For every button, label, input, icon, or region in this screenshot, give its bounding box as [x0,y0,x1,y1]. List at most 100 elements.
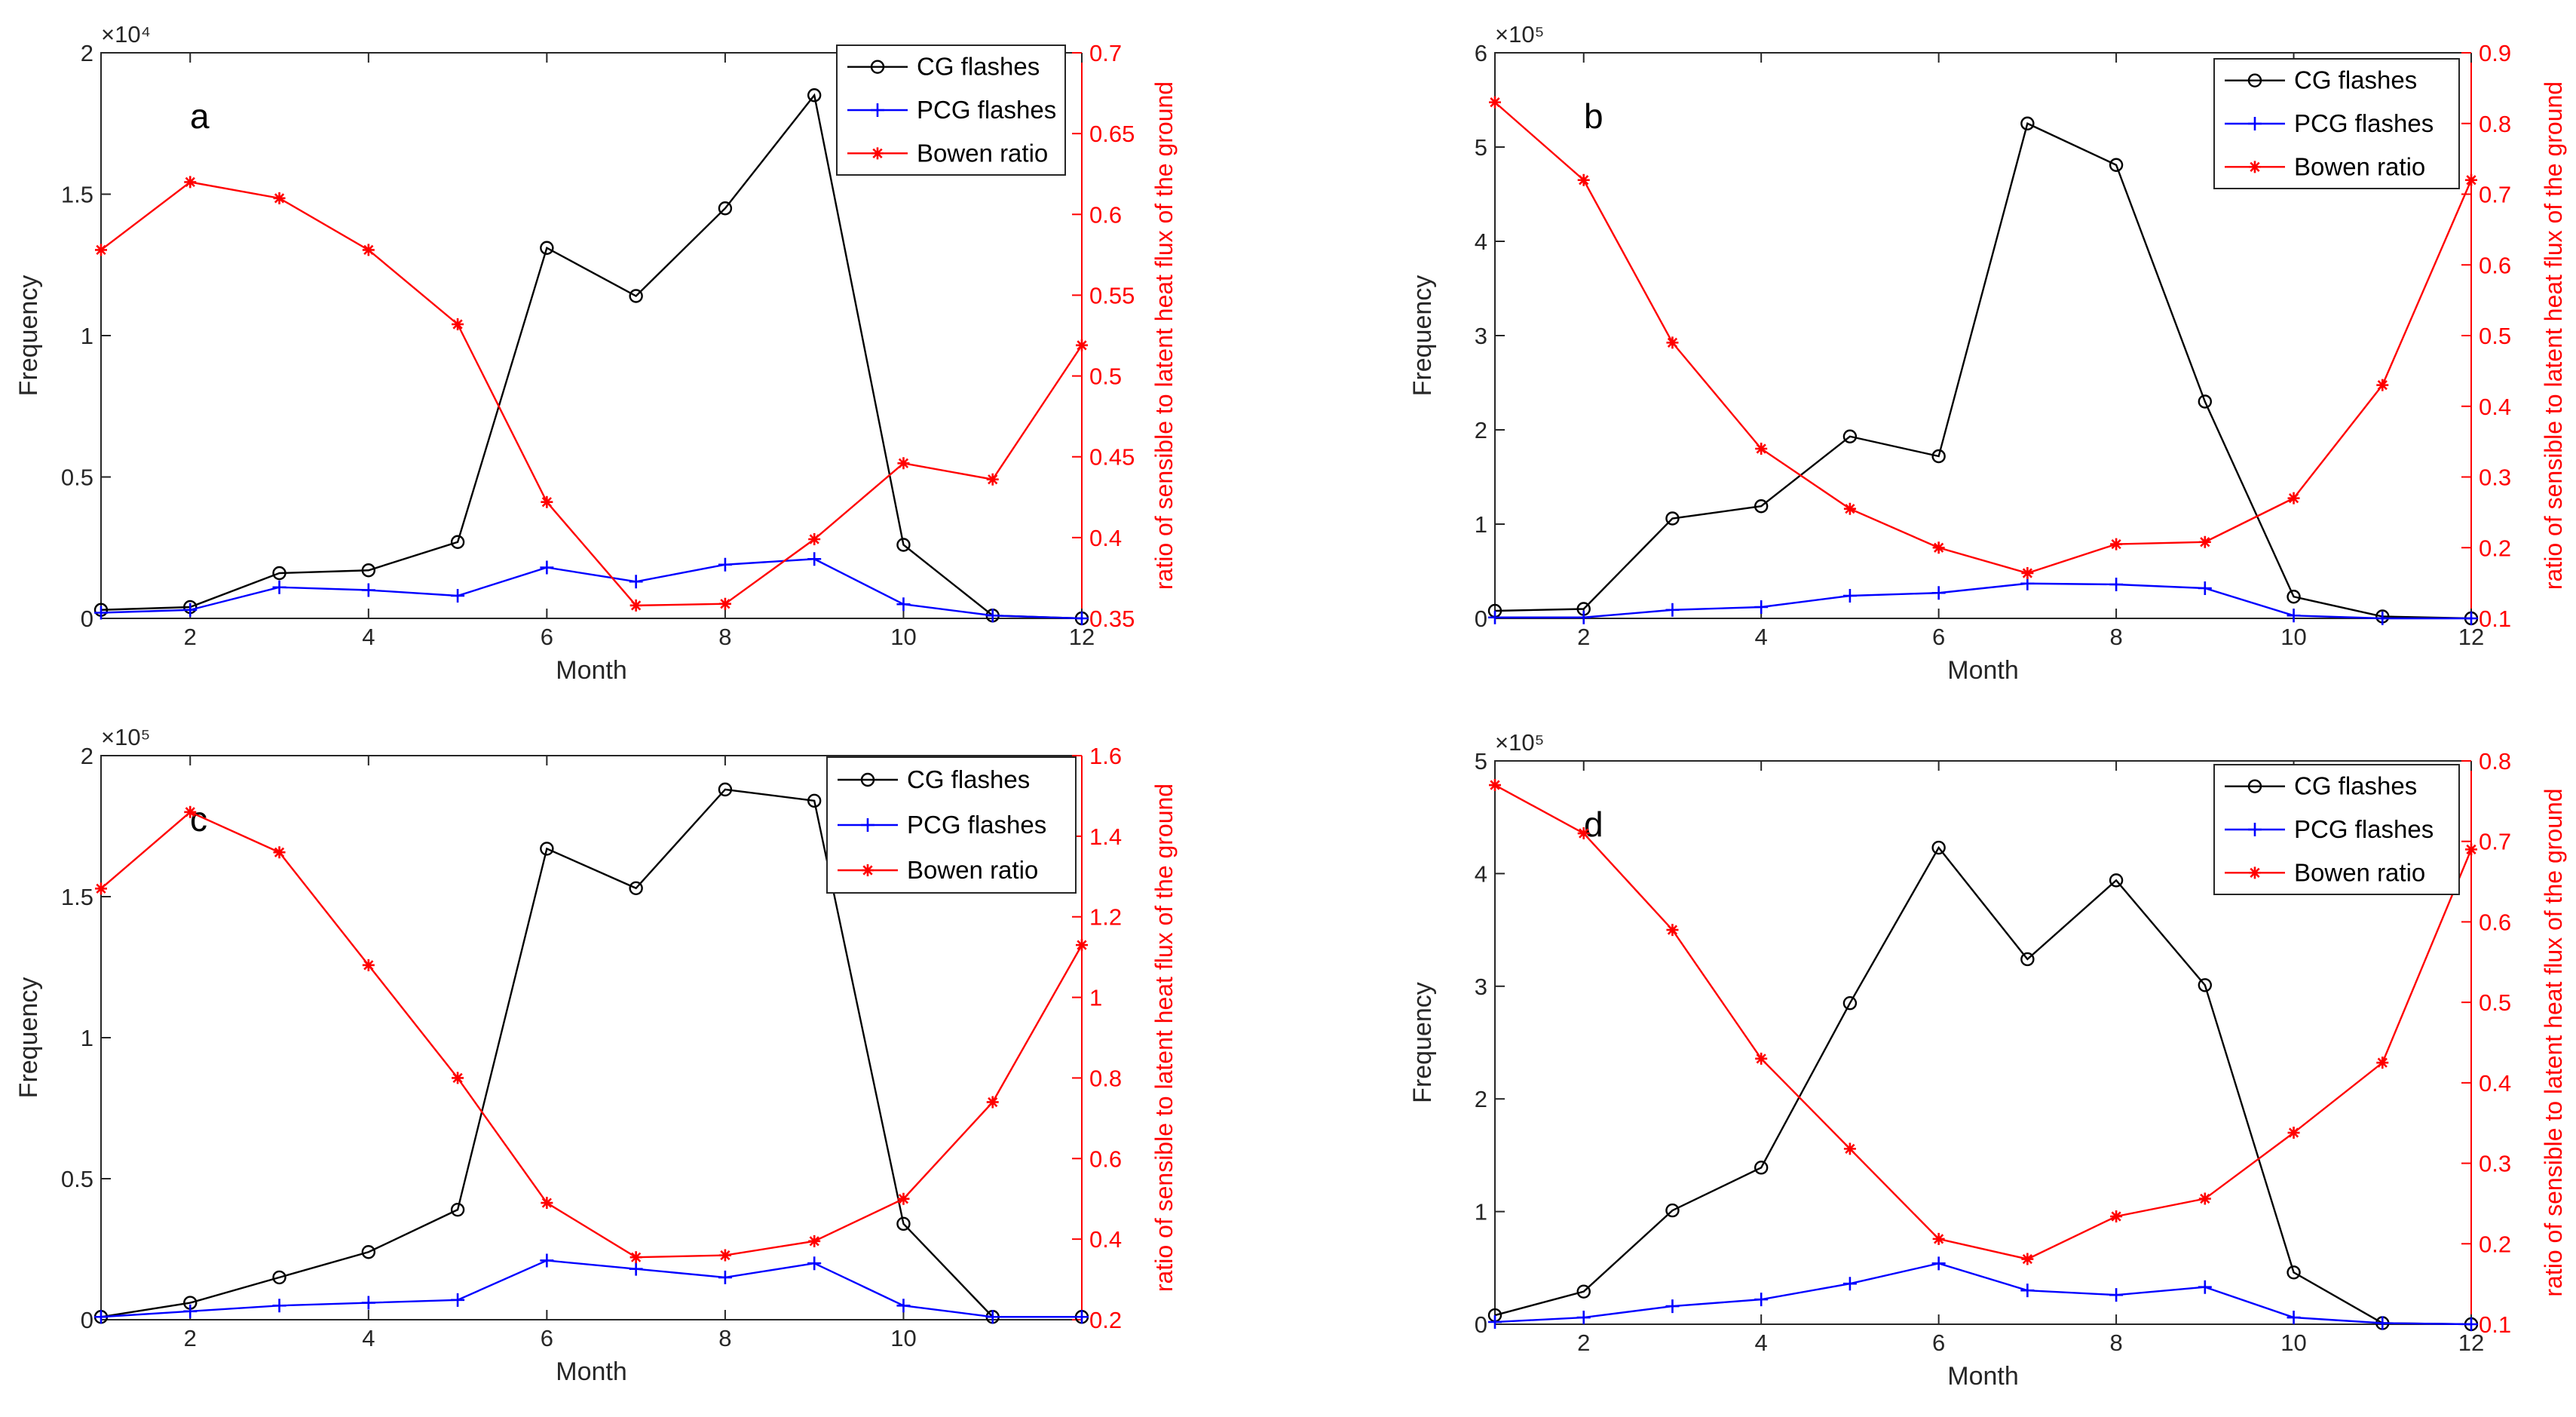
y2-tick-label: 1.4 [1089,824,1122,850]
x-tick-label: 2 [184,1325,197,1351]
series-pcg-flashes [1488,576,2478,625]
data-point [629,289,643,303]
y2-tick-label: 0.3 [2479,1151,2511,1177]
data-point [184,176,197,189]
y2-tick-label: 0.9 [2479,40,2511,66]
x-tick-label: 10 [890,624,916,650]
data-point [807,793,822,808]
data-point [1754,1161,1769,1175]
legend-label: Bowen ratio [2294,152,2425,180]
legend-marker [2248,823,2262,836]
legend-item: PCG flashes [838,811,1046,839]
data-point [1666,336,1679,349]
x-axis-label: Month [1947,1362,2019,1391]
y2-tick-label: 0.6 [1089,201,1122,228]
data-point [94,1310,108,1324]
legend-item: Bowen ratio [2225,858,2425,886]
data-point [451,1293,465,1307]
data-point [1577,173,1590,186]
y-tick-label: 1.5 [61,182,93,208]
legend-item: Bowen ratio [847,139,1048,167]
data-point [272,566,286,581]
data-point [2464,1317,2478,1331]
legend-marker [2247,73,2262,87]
exponent-label: ×10⁴ [101,21,151,48]
data-point [1754,600,1769,614]
data-point [541,495,553,508]
series-bowen-ratio [95,176,1088,612]
data-point [2021,567,2034,579]
legend-label: CG flashes [907,765,1030,793]
exponent-label: ×10⁵ [1495,21,1544,48]
legend-label: PCG flashes [2294,815,2434,843]
x-tick-label: 2 [1577,624,1590,650]
data-point [1932,1232,1945,1245]
y-tick-label: 1 [1475,511,1487,538]
data-point [896,1299,911,1313]
y-tick-label: 0 [81,606,93,632]
data-point [540,842,554,856]
panel-b: 2 4 6 8 10 1201234560.10.20.30.40.50.60.70.80… [1408,21,2567,685]
y-tick-label: 0.5 [61,465,93,491]
legend: CG flashes PCG flashes Bowen ratio [2213,58,2460,189]
data-point [2287,1127,2300,1139]
data-point [450,1202,465,1217]
y2-tick-label: 0.1 [2479,1311,2511,1338]
legend-marker [2248,117,2262,130]
y2-tick-label: 0.1 [2479,606,2511,632]
legend: CG flashes PCG flashes Bowen ratio [826,756,1077,894]
data-point [2287,590,2301,604]
data-point [718,557,732,572]
y-tick-label: 5 [1475,748,1487,774]
y2-tick-label: 0.2 [1089,1307,1122,1333]
data-point [807,552,822,566]
y-tick-label: 3 [1475,974,1487,1000]
data-point [184,805,197,818]
y2-tick-label: 0.65 [1089,121,1135,147]
data-point [718,1270,732,1284]
y2-tick-label: 0.5 [2479,323,2511,349]
data-point [1665,603,1680,617]
legend: CG flashes PCG flashes Bowen ratio [2213,764,2460,895]
legend-marker [862,864,874,876]
data-point [94,606,108,620]
data-point [1075,612,1089,625]
data-point [95,244,107,256]
data-point [1665,1203,1680,1218]
data-point [272,1299,286,1313]
data-point [540,1253,554,1268]
data-point [2376,379,2389,391]
x-tick-label: 10 [890,1325,916,1351]
data-point [2465,173,2477,186]
data-point [1755,1052,1768,1065]
legend-marker [861,818,874,832]
data-point [629,881,643,895]
x-tick-label: 6 [541,1325,553,1351]
y-axis-label: Frequency [1408,275,1437,397]
data-point [1931,840,1946,855]
series-line [1494,784,2473,1260]
legend-label: Bowen ratio [907,856,1038,884]
data-point [1666,924,1679,937]
data-point [1488,610,1502,624]
y2-tick-label: 0.8 [1089,1065,1122,1091]
data-point [1576,1284,1591,1299]
data-point [95,882,107,895]
data-point [2198,581,2212,595]
series-line [1495,582,2471,620]
data-point [272,580,286,594]
data-point [2109,1288,2124,1302]
y2-tick-label: 0.8 [2479,111,2511,137]
x-tick-label: 4 [1755,1330,1768,1356]
y-tick-label: 2 [1475,1086,1487,1112]
y-tick-label: 5 [1475,134,1487,161]
series-line [100,93,1083,620]
x-tick-label: 2 [184,624,197,650]
panel-c: 2 4 6 8 10 0 0.5 1 1.5 2 0.2 0.4 0.6 0.8 1 1.2 1.4 1.6 ×10… [14,724,1178,1386]
data-point [361,563,376,578]
data-point [807,1256,822,1271]
data-point [1075,1310,1089,1324]
data-point [183,603,198,617]
data-point [2376,1057,2389,1069]
y2-tick-label: 0.7 [2479,829,2511,855]
